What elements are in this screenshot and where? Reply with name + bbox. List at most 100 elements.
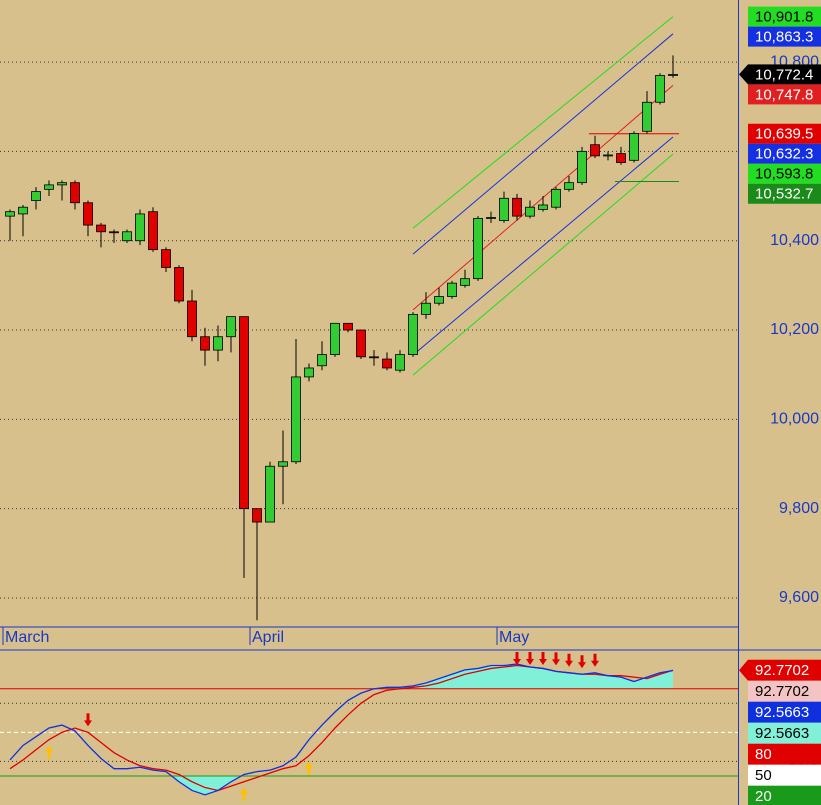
candle-body (265, 465, 275, 523)
value-marker (748, 123, 821, 144)
sell-arrow (591, 653, 599, 667)
value-marker-label: 10,863.3 (755, 29, 813, 46)
value-marker-pointer (739, 659, 748, 681)
channel-line (412, 136, 674, 356)
candle-body (356, 329, 366, 358)
buy-arrow (45, 745, 53, 759)
y-tick-label: 10,400 (770, 232, 819, 249)
candle-body (109, 231, 119, 234)
candle-body (161, 249, 171, 268)
value-marker (748, 183, 821, 204)
candle-body (369, 356, 379, 359)
value-marker (748, 680, 821, 702)
candle-body (213, 336, 223, 351)
candle-body (564, 182, 574, 190)
candle-body (317, 354, 327, 367)
candle-body (577, 150, 587, 184)
sell-arrow (513, 652, 521, 665)
candle-body (382, 358, 392, 369)
y-tick-label: 9,600 (779, 589, 819, 606)
candle-body (122, 231, 132, 242)
zone-fill (10, 664, 673, 689)
candle-body (525, 206, 535, 217)
channel-line (412, 33, 674, 255)
value-marker (748, 6, 821, 27)
value-marker (748, 26, 821, 47)
candle-body (395, 354, 405, 371)
value-marker (748, 143, 821, 164)
candle-body (434, 296, 444, 304)
value-marker-label: 10,772.4 (755, 66, 813, 83)
value-marker-label: 92.5663 (755, 725, 809, 742)
buy-arrow (240, 787, 248, 801)
y-tick-label: 10,200 (770, 321, 819, 338)
value-marker-label: 50 (755, 767, 772, 784)
candle-body (486, 217, 496, 219)
sell-arrow (526, 652, 534, 665)
candle-body (629, 133, 639, 161)
value-marker-label: 92.7702 (755, 662, 809, 679)
candle-body (57, 182, 67, 186)
sell-arrow (84, 713, 92, 727)
candle-body (239, 316, 249, 510)
value-marker (748, 764, 821, 786)
y-tick-label: 10,000 (770, 411, 819, 428)
candle-body (655, 75, 665, 103)
value-marker (748, 163, 821, 184)
candle-body (44, 184, 54, 190)
candle-body (18, 206, 28, 215)
candle-body (70, 182, 80, 204)
value-marker-label: 92.7702 (755, 683, 809, 700)
value-marker-label: 10,901.8 (755, 9, 813, 26)
x-tick-label: April (252, 629, 284, 646)
value-marker-label: 80 (755, 746, 772, 763)
channel-line (412, 153, 674, 376)
candle-body (590, 144, 600, 157)
candle-body (252, 508, 262, 523)
value-marker (748, 701, 821, 723)
value-marker-label: 10,747.8 (755, 86, 813, 103)
candle-body (5, 211, 15, 217)
candle-body (538, 204, 548, 210)
candle-body (408, 313, 418, 355)
candle-body (291, 376, 301, 463)
sell-arrow (578, 655, 586, 669)
candle-body (460, 278, 470, 286)
candle-body (278, 461, 288, 467)
channel-line (412, 16, 674, 229)
indicator-line (9, 663, 674, 796)
candle-body (187, 300, 197, 338)
x-tick-label: May (499, 629, 529, 646)
value-marker-label: 10,532.7 (755, 186, 813, 203)
sell-arrow (539, 652, 547, 665)
candle-body (551, 188, 561, 208)
value-marker (748, 785, 821, 805)
value-marker-label: 10,639.5 (755, 126, 813, 143)
candle-body (512, 197, 522, 217)
value-marker-label: 92.5663 (755, 704, 809, 721)
candle-body (148, 211, 158, 251)
candle-body (174, 267, 184, 302)
candle-body (96, 224, 106, 233)
candle-body (83, 202, 93, 226)
candle-body (226, 316, 236, 338)
value-marker-pointer (739, 64, 748, 85)
candle-body (330, 322, 340, 355)
candle-body (447, 282, 457, 297)
buy-arrow (305, 761, 313, 775)
candle-body (304, 367, 314, 378)
candle-body (499, 197, 509, 222)
value-marker (748, 743, 821, 765)
value-marker-label: 20 (755, 788, 772, 805)
candle-body (668, 74, 678, 76)
value-marker-label: 10,593.8 (755, 166, 813, 183)
x-tick-label: March (5, 629, 49, 646)
value-marker (748, 84, 821, 105)
candle-body (473, 217, 483, 280)
candle-body (31, 191, 41, 201)
candle-body (200, 336, 210, 351)
sell-arrow (552, 652, 560, 666)
